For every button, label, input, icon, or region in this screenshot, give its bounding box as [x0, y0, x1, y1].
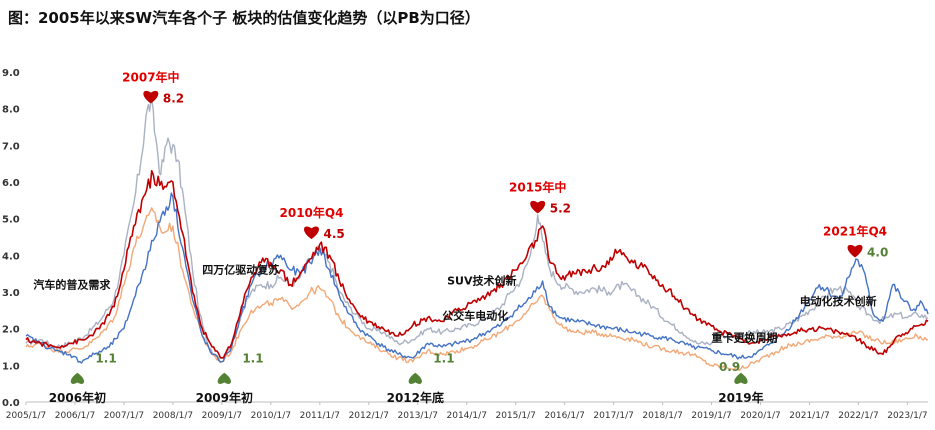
trough-heart-icon — [408, 372, 422, 384]
x-tick-label: 2020/1/7 — [740, 411, 780, 421]
x-tick-label: 2007/1/7 — [104, 411, 144, 421]
trough-value: 0.9 — [719, 360, 740, 374]
chart-title: 图：2005年以来SW汽车各个子 板块的估值变化趋势（以PB为口径） — [8, 9, 480, 27]
y-tick-label: 3.0 — [2, 288, 20, 299]
x-tick-label: 2006/1/7 — [55, 411, 95, 421]
series-line-orange — [25, 207, 929, 372]
trough-heart-icon — [734, 372, 748, 384]
text-note: 电动化技术创新 — [800, 294, 877, 308]
x-tick-label: 2009/1/7 — [202, 411, 242, 421]
x-tick-label: 2014/1/7 — [447, 411, 487, 421]
text-note: 重卡更换周期 — [712, 331, 778, 345]
x-tick-label: 2019/1/7 — [691, 411, 731, 421]
text-note: 汽车的普及需求 — [33, 277, 111, 291]
series-line-red — [25, 170, 929, 359]
x-tick-label: 2011/1/7 — [300, 411, 340, 421]
x-tick-label: 2018/1/7 — [642, 411, 682, 421]
trough-label: 2009年初 — [196, 390, 253, 405]
peak-label: 2010年Q4 — [280, 205, 344, 220]
x-tick-label: 2013/1/7 — [398, 411, 438, 421]
annotation-layer: 2007年中 8.2 2010年Q4 4.5 2015年中 5.2 2021年Q4 4.0 20… — [49, 69, 889, 405]
peak-heart-icon — [530, 200, 546, 214]
y-tick-label: 6.0 — [2, 178, 20, 189]
trough-label: 2019年 — [718, 390, 763, 405]
peak-heart-icon — [304, 226, 319, 240]
trough-value: 1.1 — [242, 352, 263, 366]
y-tick-label: 7.0 — [2, 141, 20, 152]
peak-heart-icon — [847, 244, 863, 258]
y-tick-label: 0.0 — [2, 398, 20, 409]
y-tick-label: 8.0 — [2, 105, 20, 116]
x-tick-label: 2017/1/7 — [593, 411, 633, 421]
peak-label: 2015年中 — [509, 179, 566, 194]
peak-value: 8.2 — [163, 91, 184, 105]
x-tick-label: 2016/1/7 — [544, 411, 584, 421]
x-tick-label: 2008/1/7 — [153, 411, 193, 421]
peak-heart-icon — [143, 90, 159, 104]
y-tick-label: 2.0 — [2, 325, 20, 336]
x-tick-label: 2015/1/7 — [495, 411, 535, 421]
trough-value: 1.1 — [433, 352, 454, 366]
x-tick-label: 2021/1/7 — [789, 411, 829, 421]
text-note: 四万亿驱动复苏 — [202, 263, 279, 277]
trough-heart-icon — [217, 372, 231, 384]
peak-value: 4.0 — [867, 245, 888, 259]
series-layer — [25, 100, 929, 372]
trough-value: 1.1 — [95, 352, 116, 366]
text-note: 公交车电动化 — [442, 309, 508, 323]
peak-label: 2007年中 — [122, 69, 179, 84]
x-tick-label: 2023/1/7 — [887, 411, 927, 421]
series-line-gray — [25, 100, 929, 360]
y-tick-label: 5.0 — [2, 215, 20, 226]
trough-label: 2006年初 — [49, 390, 106, 405]
y-tick-label: 1.0 — [2, 361, 20, 372]
peak-value: 4.5 — [323, 227, 344, 241]
text-note: SUV技术创新 — [447, 274, 516, 288]
trough-label: 2012年底 — [387, 390, 444, 405]
y-tick-label: 4.0 — [2, 251, 20, 262]
x-tick-label: 2010/1/7 — [251, 411, 291, 421]
y-tick-label: 9.0 — [2, 68, 20, 79]
x-tick-label: 2022/1/7 — [838, 411, 878, 421]
x-tick-label: 2005/1/7 — [6, 411, 46, 421]
trough-heart-icon — [70, 372, 85, 384]
peak-value: 5.2 — [550, 201, 571, 215]
peak-label: 2021年Q4 — [823, 223, 887, 238]
x-tick-label: 2012/1/7 — [349, 411, 389, 421]
